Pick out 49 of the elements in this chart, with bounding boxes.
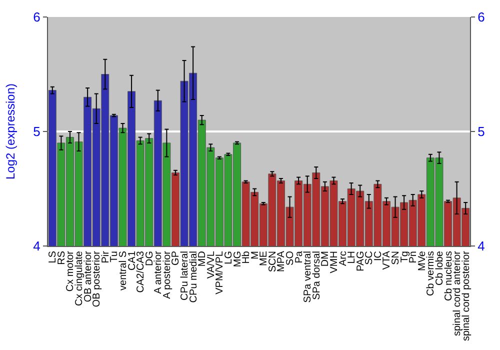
x-tick-label: Pir — [100, 250, 112, 264]
x-tick-label: PAG — [355, 250, 366, 272]
x-tick-label: MVe — [416, 250, 428, 272]
x-tick-label: OB anterior — [82, 250, 94, 302]
x-tick-label: SN — [390, 251, 402, 265]
y2-tick-label: 5 — [478, 124, 485, 140]
x-tick-label: CA2/CA3 — [136, 250, 147, 293]
x-tick-label: Cx cingulate — [74, 250, 86, 306]
x-tick-label: M — [250, 251, 261, 260]
x-tick-label: SO — [285, 250, 296, 266]
x-tick-label: Pa — [294, 250, 305, 264]
x-tick-label: A posterior — [162, 250, 173, 299]
x-tick-label: LS — [48, 250, 59, 264]
x-tick-label: SCN — [267, 251, 278, 272]
x-tick-label: spinal cord anterior — [452, 250, 464, 336]
x-tick-label: GP — [170, 250, 182, 266]
x-tick-label: LH — [346, 251, 358, 264]
x-tick-label: Tg — [399, 251, 410, 263]
x-tick-label: Cb nucleus — [443, 251, 454, 302]
x-tick-label: spinal cord posterior — [460, 250, 472, 342]
x-tick-label: OB posterior — [92, 250, 103, 308]
x-tick-label: IC — [372, 251, 384, 261]
x-tick-label: Pn — [408, 251, 420, 264]
y-tick-label: 5 — [33, 124, 40, 140]
y-tick-label: 4 — [33, 238, 40, 254]
x-tick-label: RS — [56, 250, 68, 265]
x-tick-label: Tu — [109, 251, 120, 262]
x-tick-label: VA/VL — [206, 250, 217, 279]
x-tick-label: CA1 — [126, 250, 138, 270]
x-tick-label: VMH — [328, 251, 340, 274]
x-tick-label: CPu medial — [188, 251, 200, 303]
y2-tick-label: 4 — [478, 238, 485, 254]
x-tick-label: ventral S — [118, 250, 129, 290]
y-tick-label: 6 — [33, 10, 40, 25]
x-tick-label: DG — [144, 250, 156, 266]
x-tick-label: VPM/VPL — [214, 250, 226, 294]
x-tick-label: SC — [364, 251, 376, 265]
x-tick-label: SPa dorsal — [311, 251, 322, 300]
x-tick-label: VTA — [382, 250, 393, 270]
y2-tick-label: 6 — [478, 10, 485, 25]
x-tick-label: Cb lobe — [434, 250, 446, 286]
x-tick-label: ME — [258, 250, 270, 266]
x-tick-label: LG — [223, 250, 234, 264]
y-axis-title: Log2 (expression) — [3, 83, 18, 180]
x-tick-label: A anterior — [153, 250, 164, 294]
x-tick-label: DM — [320, 251, 332, 267]
x-tick-label: Hb — [241, 250, 252, 264]
x-tick-label: Arc — [338, 251, 349, 266]
x-tick-label: MPA — [276, 250, 288, 272]
